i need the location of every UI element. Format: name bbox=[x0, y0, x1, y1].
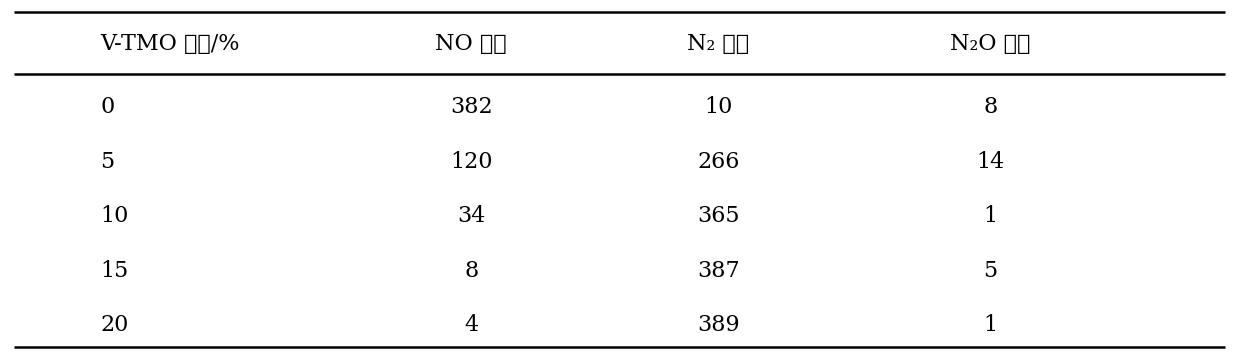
Text: 20: 20 bbox=[100, 315, 129, 337]
Text: 1: 1 bbox=[984, 205, 997, 227]
Text: 14: 14 bbox=[976, 151, 1005, 173]
Text: V-TMO 含量/%: V-TMO 含量/% bbox=[100, 33, 240, 55]
Text: 10: 10 bbox=[100, 205, 129, 227]
Text: 5: 5 bbox=[984, 260, 997, 282]
Text: 1: 1 bbox=[984, 315, 997, 337]
Text: 8: 8 bbox=[984, 96, 997, 118]
Text: 365: 365 bbox=[698, 205, 740, 227]
Text: 0: 0 bbox=[100, 96, 114, 118]
Text: 266: 266 bbox=[698, 151, 740, 173]
Text: 387: 387 bbox=[698, 260, 740, 282]
Text: N₂ 浓度: N₂ 浓度 bbox=[688, 33, 750, 55]
Text: 4: 4 bbox=[465, 315, 478, 337]
Text: NO 浓度: NO 浓度 bbox=[435, 33, 507, 55]
Text: 5: 5 bbox=[100, 151, 114, 173]
Text: 8: 8 bbox=[465, 260, 478, 282]
Text: 15: 15 bbox=[100, 260, 129, 282]
Text: 382: 382 bbox=[450, 96, 492, 118]
Text: 120: 120 bbox=[450, 151, 492, 173]
Text: 10: 10 bbox=[704, 96, 732, 118]
Text: 34: 34 bbox=[457, 205, 486, 227]
Text: N₂O 浓度: N₂O 浓度 bbox=[950, 33, 1031, 55]
Text: 389: 389 bbox=[698, 315, 740, 337]
